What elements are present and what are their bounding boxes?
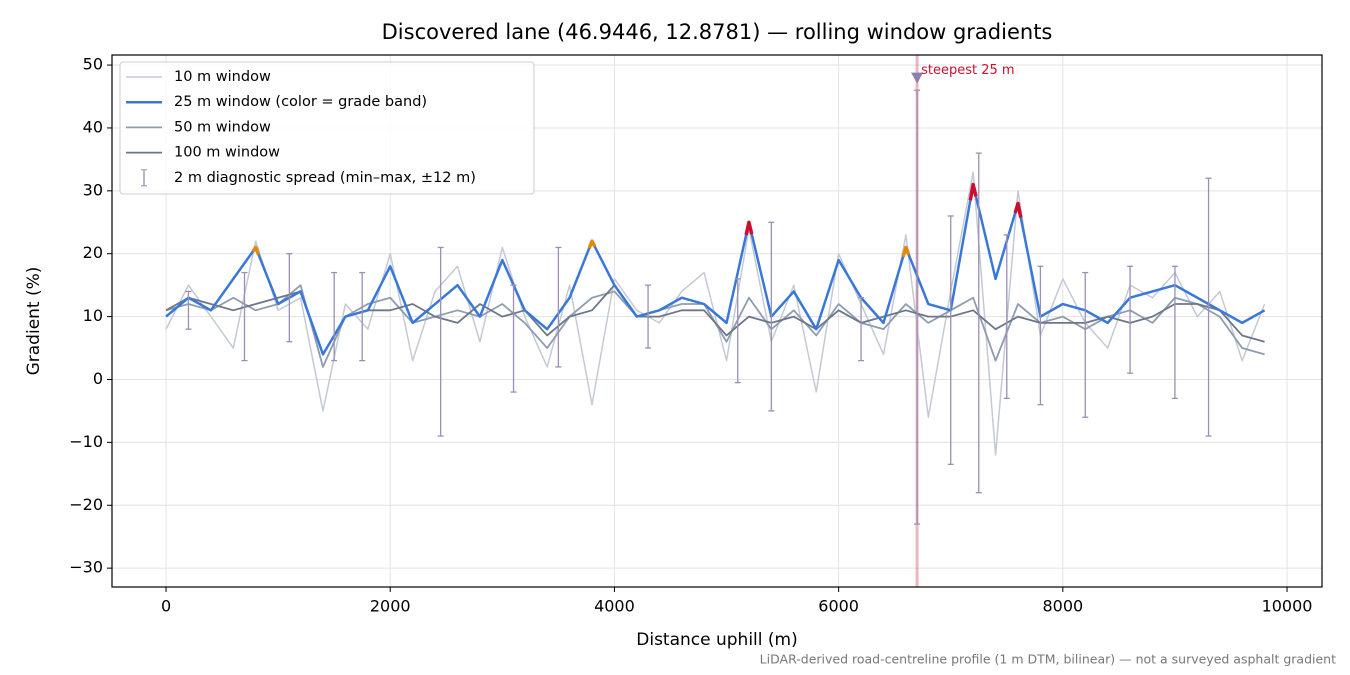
series-line [165,284,1265,368]
x-tick-label: 2000 [370,597,411,616]
grade-band-segment [901,245,911,258]
plot-area [165,55,1266,587]
series-line [165,171,1266,456]
grade-band-segment [1013,201,1023,218]
steepest-label: steepest 25 m [921,63,1014,78]
grade-band-segment [968,182,978,201]
y-tick-label: 30 [83,180,103,199]
series-line [165,183,1266,356]
x-tick-label: 10000 [1262,597,1313,616]
x-tick-label: 6000 [818,597,859,616]
y-tick-label: −10 [69,432,103,451]
y-tick-label: 20 [83,243,103,262]
plot-frame [111,54,1323,588]
legend-label: 10 m window [174,69,271,85]
x-axis-label: Distance uphill (m) [636,630,797,650]
steepest-marker [911,72,924,84]
y-tick-label: −20 [69,495,103,514]
legend-box [119,61,535,195]
y-tick-label: −30 [69,558,103,577]
footnote: LiDAR-derived road-centreline profile (1… [760,652,1336,667]
y-tick-label: 10 [83,306,103,325]
legend-label: 25 m window (color = grade band) [174,94,427,110]
legend-label: 50 m window [174,119,271,135]
y-tick-label: 50 [83,55,103,74]
legend: 10 m window 25 m window (color = grade ba… [119,61,535,195]
chart-title: Discovered lane (46.9446, 12.8781) — rol… [382,20,1053,44]
x-tick-label: 4000 [594,597,635,616]
legend-label: 2 m diagnostic spread (min–max, ±12 m) [174,170,476,186]
y-axis-label: Gradient (%) [24,267,44,376]
grade-band-segment [744,220,754,236]
x-tick-label: 8000 [1042,597,1083,616]
legend-label: 100 m window [174,145,280,161]
grade-band-segment [587,239,597,249]
y-tick-label: 0 [93,369,103,388]
grade-band-segment [251,245,261,256]
x-tick-label: 0 [161,597,171,616]
y-tick-label: 40 [83,117,103,136]
